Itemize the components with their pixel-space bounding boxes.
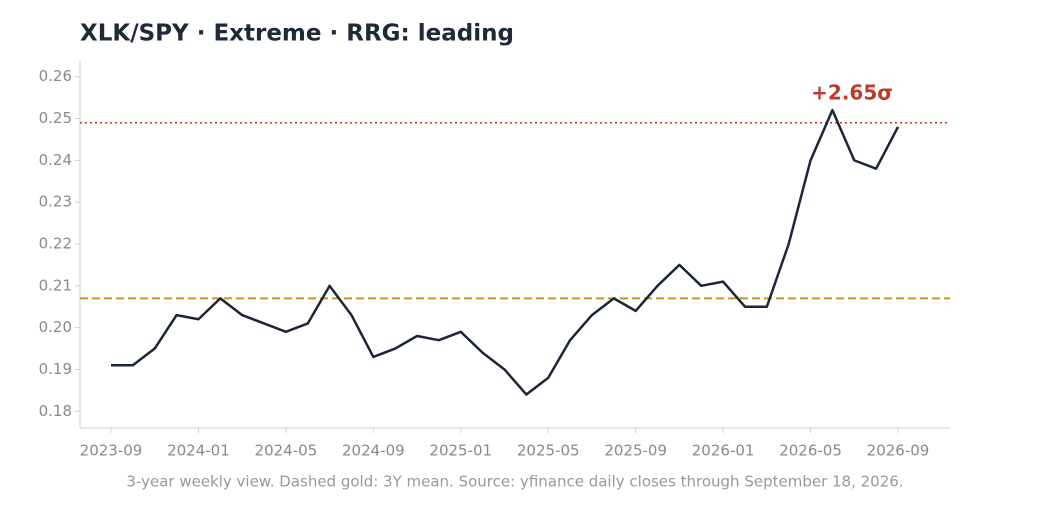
- y-tick-label: 0.21: [39, 276, 72, 294]
- y-tick-label: 0.23: [39, 193, 72, 211]
- y-tick-label: 0.18: [39, 402, 72, 420]
- x-tick-label: 2026-01: [692, 442, 755, 460]
- x-tick-label: 2024-05: [255, 442, 318, 460]
- chart-title: XLK/SPY · Extreme · RRG: leading: [80, 21, 514, 47]
- x-tick-label: 2025-01: [429, 442, 492, 460]
- y-tick-label: 0.20: [39, 318, 72, 336]
- y-tick-label: 0.22: [39, 235, 72, 253]
- data-line: [111, 108, 900, 396]
- y-tick-label: 0.19: [39, 360, 72, 378]
- caption: 3-year weekly view. Dashed gold: 3Y mean…: [126, 473, 903, 491]
- x-tick-label: 2025-05: [517, 442, 580, 460]
- annotation: +2.65σ: [811, 81, 893, 105]
- x-tick-label: 2023-09: [80, 442, 143, 460]
- y-tick-label: 0.25: [39, 109, 72, 127]
- x-tick-label: 2026-05: [779, 442, 842, 460]
- y-tick-label: 0.24: [39, 151, 72, 169]
- x-tick-label: 2025-09: [604, 442, 667, 460]
- y-tick-label: 0.26: [39, 67, 72, 85]
- x-tick-label: 2024-09: [342, 442, 405, 460]
- x-tick-label: 2026-09: [867, 442, 930, 460]
- x-tick-label: 2024-01: [167, 442, 230, 460]
